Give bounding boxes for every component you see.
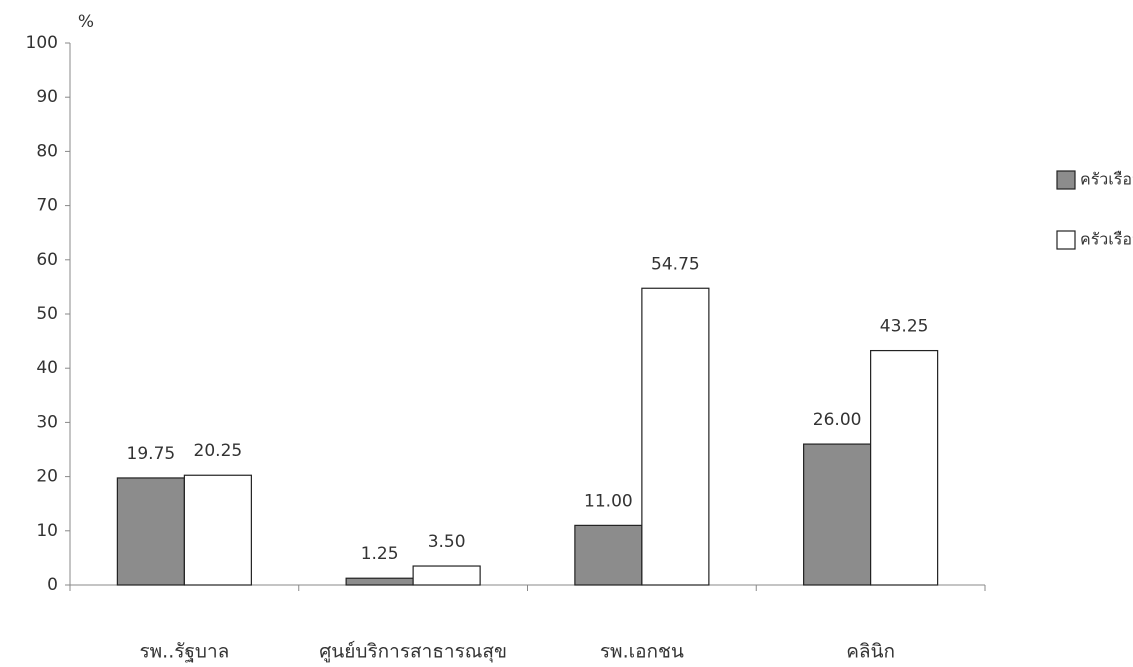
value-label: 1.25 — [361, 544, 399, 564]
x-tick-label: รพ.เอกชน — [600, 641, 684, 663]
value-label: 11.00 — [584, 491, 633, 511]
bar — [870, 349, 939, 586]
bar — [412, 565, 481, 586]
x-tick-label: รพ..รัฐบาล — [139, 641, 229, 663]
x-tick-label: คลินิก — [846, 641, 895, 663]
value-label: 54.75 — [651, 254, 700, 274]
value-label: 3.50 — [428, 532, 466, 552]
legend-swatch — [1056, 230, 1076, 250]
legend-label: ครัวเรือนเกษตร — [1080, 170, 1133, 189]
y-tick-label: 50 — [36, 304, 58, 324]
y-tick-label: 0 — [47, 575, 58, 595]
bar — [803, 443, 872, 586]
bar — [345, 577, 414, 586]
bar — [183, 474, 252, 586]
y-tick-label: 100 — [26, 33, 58, 53]
y-tick-label: 70 — [36, 196, 58, 216]
y-tick-label: 60 — [36, 250, 58, 270]
y-unit: % — [78, 12, 94, 32]
value-label: 20.25 — [194, 441, 243, 461]
legend-swatch — [1056, 170, 1076, 190]
x-tick-label: ศูนย์บริการสาธารณสุข — [319, 641, 507, 664]
value-label: 43.25 — [880, 317, 929, 337]
y-tick-label: 90 — [36, 87, 58, 107]
legend-label: ครัวเรือนทั่วไป — [1080, 228, 1133, 249]
bar — [641, 287, 710, 586]
y-tick-label: 10 — [36, 521, 58, 541]
bar — [116, 477, 185, 586]
y-tick-label: 40 — [36, 358, 58, 378]
y-tick-label: 80 — [36, 141, 58, 161]
value-label: 19.75 — [127, 444, 176, 464]
value-label: 26.00 — [813, 410, 862, 430]
y-tick-label: 20 — [36, 467, 58, 487]
bar — [574, 524, 643, 586]
y-tick-label: 30 — [36, 412, 58, 432]
